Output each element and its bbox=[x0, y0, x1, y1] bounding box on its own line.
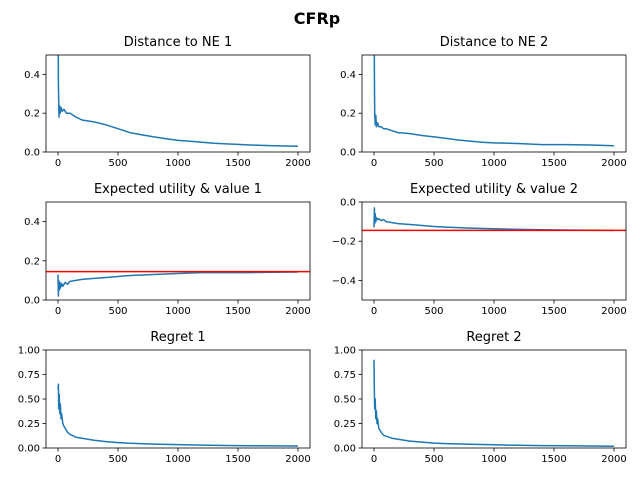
series-line bbox=[57, 55, 299, 147]
y-tick-label: −0.4 bbox=[332, 276, 356, 287]
series-line bbox=[373, 359, 615, 447]
subplot-1: Distance to NE 1 0 500 1000 1500 2000 0.0 0.2 0.… bbox=[24, 35, 311, 169]
x-tick-label: 2000 bbox=[601, 158, 626, 169]
x-tick-label: 500 bbox=[108, 158, 127, 169]
subplot-title: Regret 1 bbox=[150, 330, 205, 345]
subplot-title: Distance to NE 2 bbox=[440, 35, 549, 50]
y-tick-label: 0.0 bbox=[24, 296, 40, 307]
x-tick-label: 500 bbox=[424, 306, 443, 317]
x-tick-label: 0 bbox=[371, 158, 377, 169]
x-tick-label: 2000 bbox=[285, 158, 310, 169]
y-tick-label: 0.0 bbox=[340, 198, 356, 209]
x-tick-label: 1500 bbox=[541, 454, 566, 465]
subplot-5: Regret 1 0 500 1000 1500 2000 0.00 0.25 0.50 0.75… bbox=[18, 330, 311, 465]
figure-title: CFRp bbox=[294, 9, 340, 28]
y-tick-label: 0.0 bbox=[340, 148, 356, 159]
subplot-4: Expected utility & value 2 0 500 1000 1500 20… bbox=[332, 182, 627, 317]
y-tick-label: 0.25 bbox=[18, 419, 40, 430]
axes-frame bbox=[45, 54, 311, 153]
y-tick-label: 0.2 bbox=[24, 109, 40, 120]
x-tick-label: 500 bbox=[108, 306, 127, 317]
y-tick-label: 1.00 bbox=[334, 346, 356, 357]
x-tick-label: 2000 bbox=[601, 306, 626, 317]
y-tick-label: 1.00 bbox=[18, 346, 40, 357]
x-tick-label: 2000 bbox=[285, 306, 310, 317]
x-tick-label: 1000 bbox=[481, 158, 506, 169]
x-tick-label: 2000 bbox=[285, 454, 310, 465]
x-tick-label: 500 bbox=[108, 454, 127, 465]
x-tick-label: 1000 bbox=[481, 306, 506, 317]
x-tick-label: 1500 bbox=[225, 454, 250, 465]
x-tick-label: 1000 bbox=[165, 306, 190, 317]
axes-frame bbox=[361, 54, 627, 153]
y-tick-label: 0.0 bbox=[24, 148, 40, 159]
y-tick-label: 0.4 bbox=[340, 70, 356, 81]
x-tick-label: 1500 bbox=[541, 158, 566, 169]
series-line bbox=[373, 207, 615, 232]
series-line bbox=[57, 271, 299, 297]
x-tick-label: 500 bbox=[424, 158, 443, 169]
axes-frame bbox=[361, 201, 627, 301]
subplot-6: Regret 2 0 500 1000 1500 2000 0.00 0.25 0.50 0.75… bbox=[334, 330, 627, 465]
x-tick-label: 0 bbox=[55, 454, 61, 465]
x-tick-label: 1500 bbox=[225, 306, 250, 317]
y-tick-label: 0.2 bbox=[340, 109, 356, 120]
subplot-title: Regret 2 bbox=[466, 330, 521, 345]
y-tick-label: 0.75 bbox=[18, 370, 40, 381]
subplot-title: Distance to NE 1 bbox=[124, 35, 233, 50]
y-tick-label: 0.00 bbox=[334, 444, 356, 455]
series-line bbox=[57, 383, 299, 447]
y-tick-label: 0.4 bbox=[24, 217, 40, 228]
y-tick-label: 0.50 bbox=[18, 395, 40, 406]
y-tick-label: 0.4 bbox=[24, 70, 40, 81]
x-tick-label: 1000 bbox=[165, 454, 190, 465]
y-tick-label: 0.2 bbox=[24, 256, 40, 267]
subplot-title: Expected utility & value 2 bbox=[410, 182, 578, 197]
x-tick-label: 0 bbox=[371, 306, 377, 317]
axes-frame bbox=[45, 349, 311, 449]
x-tick-label: 1500 bbox=[225, 158, 250, 169]
axes-frame bbox=[361, 349, 627, 449]
x-tick-label: 0 bbox=[55, 158, 61, 169]
x-tick-label: 1000 bbox=[165, 158, 190, 169]
y-tick-label: 0.75 bbox=[334, 370, 356, 381]
x-tick-label: 1500 bbox=[541, 306, 566, 317]
subplot-title: Expected utility & value 1 bbox=[94, 182, 262, 197]
x-tick-label: 1000 bbox=[481, 454, 506, 465]
x-tick-label: 500 bbox=[424, 454, 443, 465]
x-tick-label: 0 bbox=[55, 306, 61, 317]
subplot-2: Distance to NE 2 0 500 1000 1500 2000 0.0 0.2 0.… bbox=[340, 35, 627, 169]
y-tick-label: −0.2 bbox=[332, 237, 356, 248]
y-tick-label: 0.50 bbox=[334, 395, 356, 406]
y-tick-label: 0.25 bbox=[334, 419, 356, 430]
axes-frame bbox=[45, 201, 311, 301]
subplot-3: Expected utility & value 1 0 500 1000 1500 20… bbox=[24, 182, 311, 317]
series-line bbox=[373, 55, 615, 147]
y-tick-label: 0.00 bbox=[18, 444, 40, 455]
x-tick-label: 0 bbox=[371, 454, 377, 465]
x-tick-label: 2000 bbox=[601, 454, 626, 465]
